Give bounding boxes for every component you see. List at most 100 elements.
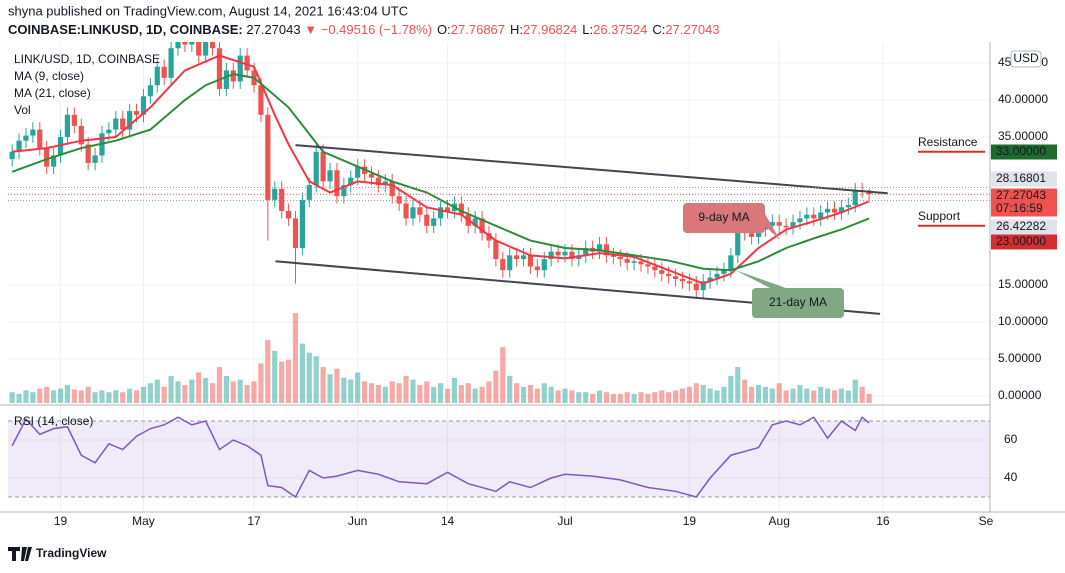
volume-bar <box>279 361 285 403</box>
ohlc-value: 26.37524 <box>593 22 647 37</box>
volume-bar <box>514 383 520 403</box>
candle-body <box>403 203 409 219</box>
candle-body <box>520 255 527 260</box>
ohlc: O:27.76867 H:27.96824 L:26.37524 C:27.27043 <box>437 22 720 37</box>
candle-body <box>797 218 803 223</box>
candle-body <box>818 212 824 219</box>
candle-body <box>631 261 637 263</box>
price-label-box <box>991 171 1057 187</box>
candle-body <box>804 214 810 219</box>
candle-body <box>852 190 858 206</box>
candle-body <box>410 207 416 219</box>
candle-body <box>431 218 437 226</box>
candle-body <box>37 129 43 149</box>
volume-bar <box>527 385 534 403</box>
rsi-line <box>11 416 870 499</box>
rsi-legend: RSI (14, close) <box>14 414 93 428</box>
volume-bar <box>265 340 271 403</box>
volume-bar <box>368 383 375 403</box>
x-tick-label: 19 <box>54 514 68 528</box>
candle-body <box>486 233 492 241</box>
volume-bar <box>113 390 119 403</box>
ohlc-label: O: <box>437 22 451 37</box>
volume-bar <box>790 388 796 403</box>
candle-body <box>9 151 15 160</box>
volume-bar <box>624 392 630 403</box>
volume-bar <box>666 392 672 403</box>
candle-body <box>272 188 278 200</box>
volume-bar <box>693 383 699 403</box>
volume-bar <box>382 386 388 403</box>
x-tick-label: Jun <box>348 514 367 528</box>
price-label-box <box>991 188 1057 217</box>
candle-body <box>237 55 243 82</box>
price-label-box <box>991 234 1057 250</box>
candle-body <box>71 114 77 126</box>
volume-bar <box>375 385 382 403</box>
price-label: 28.16801 <box>996 171 1046 185</box>
volume-bar <box>721 386 727 403</box>
volume-bar <box>728 376 734 403</box>
candle-body <box>313 151 319 186</box>
annotation-text: 9-day MA <box>698 210 749 224</box>
volume-bar <box>735 367 741 403</box>
volume-bar <box>576 392 582 403</box>
level-text: Support <box>918 209 961 223</box>
candle-body <box>355 166 361 178</box>
x-tick-label: May <box>132 514 155 528</box>
volume-bar <box>85 386 91 403</box>
candle-body <box>548 251 554 260</box>
volume-bar <box>51 390 57 403</box>
volume-bar <box>451 377 458 403</box>
candle-body <box>845 205 851 208</box>
volume-bar <box>748 386 755 403</box>
currency: USD <box>1013 51 1039 65</box>
volume-bar <box>237 379 243 403</box>
volume-bar <box>161 386 167 403</box>
level-text: Resistance <box>918 135 978 149</box>
volume-bar <box>583 392 589 403</box>
volume-bar <box>776 383 782 403</box>
volume-bar <box>596 390 603 403</box>
currency-badge[interactable] <box>1010 50 1042 68</box>
candle-body <box>762 225 769 230</box>
ohlc-value: 27.96824 <box>523 22 577 37</box>
candle-body <box>382 181 388 186</box>
candle-body <box>603 244 610 256</box>
candle-body <box>265 114 271 200</box>
candle-body <box>555 251 561 256</box>
candle-body <box>23 135 29 141</box>
candle-body <box>735 229 741 256</box>
volume-bar <box>507 376 513 403</box>
candle-body <box>652 266 658 271</box>
volume-bar <box>700 385 706 403</box>
candle-body <box>714 273 720 278</box>
candle-body <box>196 42 202 56</box>
annotation-box <box>752 288 844 318</box>
candle-body <box>44 148 50 167</box>
candle-body <box>120 118 126 130</box>
price-label-box <box>991 144 1057 160</box>
volume-bar <box>431 386 437 403</box>
volume-bar <box>755 385 762 403</box>
candle-body <box>624 259 630 263</box>
candle-body <box>140 96 147 115</box>
ma-line <box>12 54 870 285</box>
volume-bar <box>251 381 257 403</box>
volume-bar <box>23 390 29 403</box>
symbol-line: COINBASE:LINKUSD, 1D, COINBASE: 27.27043… <box>8 22 720 37</box>
last-price: 27.27043 <box>246 22 300 37</box>
volume-bar <box>64 385 71 403</box>
candle-body <box>811 214 817 219</box>
candle-body <box>285 210 292 219</box>
volume-bar <box>348 379 354 403</box>
volume-bar <box>742 379 748 403</box>
volume-bar <box>818 386 824 403</box>
volume-bar <box>852 379 858 403</box>
volume-bar <box>133 390 140 403</box>
ohlc-value: 27.27043 <box>665 22 719 37</box>
candle-body <box>472 218 478 226</box>
arrow: ▼ <box>304 22 317 37</box>
volume-bar <box>244 385 250 403</box>
